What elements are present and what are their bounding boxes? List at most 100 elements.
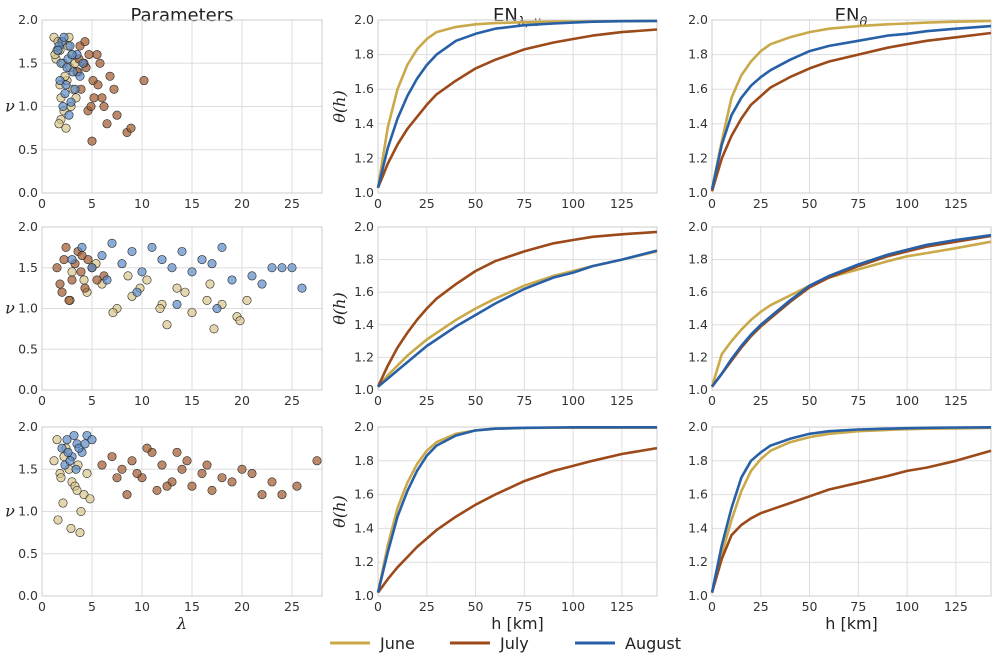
y-tick-label: 0.0	[18, 588, 38, 603]
axes-frame	[377, 19, 658, 194]
panel-r3-c1: 0 5 10 15 20 25 0.0 0.5 1.0 1.5 2.0 ν λ	[5, 419, 323, 633]
y-tick-label: 2.0	[354, 419, 374, 434]
series-line-june	[376, 19, 658, 189]
x-tick-label: 5	[88, 599, 96, 614]
scatter-point-june	[56, 473, 66, 483]
scatter-point-july	[86, 102, 96, 112]
x-tick-label: 25	[753, 599, 769, 614]
y-tick-label: 1.8	[354, 252, 374, 267]
scatter-point-august	[67, 50, 77, 60]
panel-r1-c3: 0 25 50 75 100 125 1.0 1.2 1.4 1.6 1.8 2.0	[688, 12, 992, 211]
x-tick-label: 20	[234, 393, 250, 408]
axes-frame	[711, 426, 992, 597]
scatter-point-august	[267, 263, 277, 273]
panel-r2-c2: 0 25 50 75 100 125 1.0 1.2 1.4 1.6 1.8 2.0 θ(h)	[330, 219, 658, 408]
x-tick-label: 20	[234, 599, 250, 614]
scatter-point-july	[202, 460, 212, 470]
x-tick-label: 15	[184, 599, 200, 614]
axes-frame	[41, 226, 323, 391]
y-tick-label: 1.2	[688, 349, 708, 364]
x-tick-label: 0	[708, 393, 716, 408]
scatter-point-july	[117, 464, 127, 474]
x-tick-label: 25	[284, 393, 300, 408]
y-tick-label: 1.2	[688, 150, 708, 165]
scatter-point-july	[312, 456, 322, 466]
x-tick-label: 75	[850, 196, 866, 211]
scatter-point-june	[82, 468, 92, 478]
scatter-point-july	[139, 76, 149, 86]
axes-frame	[41, 426, 323, 597]
axes-frame	[41, 19, 323, 194]
x-axis-label: h [km]	[491, 614, 544, 633]
scatter-point-june	[242, 295, 252, 305]
scatter-point-august	[172, 299, 182, 309]
y-tick-label: 1.0	[688, 588, 708, 603]
x-tick-label: 100	[561, 393, 585, 408]
x-tick-label: 75	[516, 599, 532, 614]
scatter-point-july	[127, 456, 137, 466]
scatter-point-june	[162, 320, 172, 330]
scatter-point-july	[87, 136, 97, 146]
scatter-point-july	[59, 255, 69, 265]
panel-r1-c1: 0 5 10 15 20 25 0.0 0.5 1.0 1.5 2.0 ν	[5, 12, 323, 211]
scatter-point-july	[187, 481, 197, 491]
scatter-point-august	[66, 97, 76, 107]
scatter-point-july	[52, 263, 62, 273]
scatter-point-august	[287, 263, 297, 273]
y-tick-label: 1.8	[354, 453, 374, 468]
scatter-point-july	[105, 71, 115, 81]
series-line-august	[710, 24, 992, 190]
x-tick-label: 0	[374, 393, 382, 408]
scatter-point-july	[182, 456, 192, 466]
scatter-point-july	[126, 123, 136, 133]
x-tick-label: 25	[419, 393, 435, 408]
x-tick-label: 0	[708, 599, 716, 614]
x-tick-label: 100	[895, 599, 919, 614]
scatter-point-august	[59, 32, 69, 42]
scatter-point-july	[197, 468, 207, 478]
scatter-point-july	[157, 460, 167, 470]
axes-frame	[711, 19, 992, 194]
x-tick-label: 100	[561, 599, 585, 614]
panel-r2-c1: 0 5 10 15 20 25 0.0 0.5 1.0 1.5 2.0 ν	[5, 219, 323, 408]
y-tick-label: 2.0	[18, 219, 38, 234]
scatter-point-july	[67, 275, 77, 285]
scatter-point-june	[172, 283, 182, 293]
series-line-july	[376, 230, 658, 388]
scatter-point-august	[207, 259, 217, 269]
x-tick-label: 50	[802, 393, 818, 408]
scatter-point-july	[97, 460, 107, 470]
series-line-june	[710, 240, 992, 388]
scatter-point-june	[61, 123, 71, 133]
scatter-point-august	[197, 255, 207, 265]
scatter-point-august	[80, 439, 90, 449]
y-tick-label: 2.0	[688, 219, 708, 234]
x-tick-label: 5	[88, 393, 96, 408]
x-tick-label: 10	[134, 196, 150, 211]
scatter-point-august	[55, 76, 65, 86]
scatter-point-august	[67, 255, 77, 265]
scatter-point-august	[137, 267, 147, 277]
y-tick-label: 1.0	[354, 185, 374, 200]
x-tick-label: 10	[134, 599, 150, 614]
scatter-point-july	[102, 119, 112, 129]
x-tick-label: 0	[38, 393, 46, 408]
scatter-point-june	[79, 275, 89, 285]
x-tick-label: 125	[610, 196, 634, 211]
x-tick-label: 125	[944, 393, 968, 408]
y-axis-label: θ(h)	[330, 495, 349, 527]
scatter-point-july	[55, 279, 65, 289]
scatter-point-august	[87, 263, 97, 273]
scatter-point-august	[58, 102, 68, 112]
scatter-point-july	[112, 473, 122, 483]
y-tick-label: 2.0	[354, 219, 374, 234]
scatter-point-july	[80, 283, 90, 293]
panel-r3-c3: 0 25 50 75 100 125 1.0 1.2 1.4 1.6 1.8 2.0 h [km]	[688, 419, 992, 633]
scatter-point-august	[147, 242, 157, 252]
series-line-august	[710, 426, 992, 593]
scatter-point-august	[157, 255, 167, 265]
scatter-point-august	[87, 435, 97, 445]
scatter-point-august	[77, 242, 87, 252]
y-tick-label: 1.5	[18, 461, 38, 476]
